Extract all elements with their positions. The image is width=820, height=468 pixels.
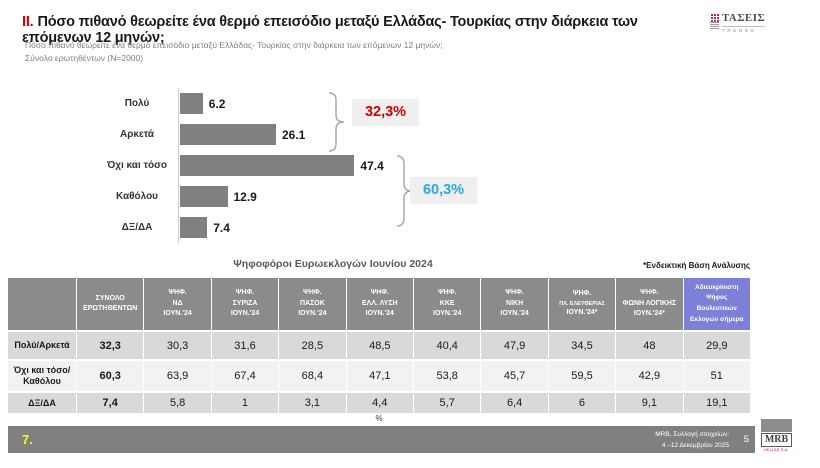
chart-bar <box>180 124 276 145</box>
results-table: ΣΥΝΟΛΟ ΕΡΩΤΗΘΕΝΤΩΝ ΨΗΦ. ΝΔ ΙΟΥΝ.'24 ΨΗΦ. ΣΥΡΙΖ… <box>8 278 750 413</box>
table-cell: 40,4 <box>414 332 481 359</box>
table-cell: 19,1 <box>683 393 750 413</box>
table-header-cell: ΣΥΝΟΛΟ ΕΡΩΤΗΘΕΝΤΩΝ <box>77 278 144 330</box>
page-title: II. Πόσο πιθανό θεωρείτε ένα θερμό επεισό… <box>22 14 702 46</box>
table-header-cell: ΨΗΦ. ΕΛΛ. ΛΥΣΗ ΙΟΥΝ.'24 <box>346 278 413 330</box>
chart-row: Όχι και τόσο 47.4 <box>102 150 482 181</box>
table-cell: 63,9 <box>144 361 211 391</box>
table-row-label: Όχι και τόσο/Καθόλου <box>8 361 76 391</box>
source-note: MRB, Συλλογή στοιχείων: 4 –12 Δεκεμβρίου… <box>655 430 729 451</box>
chart-value-label: 6.2 <box>208 96 226 111</box>
table-cell: 28,5 <box>279 332 346 359</box>
table-cell: 6,4 <box>481 393 548 413</box>
table-header-cell: ΨΗΦ. ΠΑΣΟΚ ΙΟΥΝ.'24 <box>279 278 346 330</box>
bracket-32-group <box>328 92 345 152</box>
table-row-label: ΔΞ/ΔΑ <box>8 393 76 413</box>
table-cell: 34,5 <box>548 332 616 359</box>
chart-value-label: 12.9 <box>233 189 257 204</box>
table-cell: 32,3 <box>77 332 144 359</box>
chart-category-label: Όχι και τόσο <box>106 160 168 171</box>
table-cell: 29,9 <box>683 332 750 359</box>
chart-row: ΔΞ/ΔΑ 7.4 <box>102 212 482 243</box>
chart-value-label: 26.1 <box>282 127 306 142</box>
mrb-logo: MRB HELLAS S.A. <box>761 419 792 452</box>
chart-bar-track: 47.4 <box>178 150 384 181</box>
table-cell: 3,1 <box>279 393 346 413</box>
table-corner-cell <box>8 278 76 330</box>
chart-bar-track: 26.1 <box>178 119 305 150</box>
table-cell: 5,8 <box>144 393 211 413</box>
table-cell: 48 <box>616 332 683 359</box>
source-line-2: 4 –12 Δεκεμβρίου 2025 <box>661 441 729 449</box>
chart-value-label: 47.4 <box>360 158 384 173</box>
chart-category-label: Πολύ <box>124 98 150 109</box>
table-cell: 47,1 <box>346 361 413 391</box>
chart-bar-track: 12.9 <box>178 181 257 212</box>
chart-bar-track: 6.2 <box>178 88 225 119</box>
table-header-cell: ΨΗΦ. ΚΚΕ ΙΟΥΝ.'24 <box>414 278 481 330</box>
mrb-logo-block <box>761 419 792 432</box>
chart-category-label: Καθόλου <box>115 191 159 202</box>
page-number: 5 <box>743 434 749 445</box>
taseis-logo-subtitle: TRENDS <box>722 26 766 33</box>
table-cell: 4,4 <box>346 393 413 413</box>
table-header-cell: ΨΗΦ. ΦΩΝΗ ΛΟΓΙΚΗΣ ΙΟΥΝ.'24* <box>616 278 683 330</box>
table-header-cell: ΨΗΦ. ΝΔ ΙΟΥΝ.'24 <box>144 278 211 330</box>
summary-value-unlikely: 60,3% <box>410 177 477 204</box>
table-header-cell: ΨΗΦ. ΝΙΚΗ ΙΟΥΝ.'24 <box>481 278 548 330</box>
question-title-text: Πόσο πιθανό θεωρείτε ένα θερμό επεισόδιο… <box>22 14 638 46</box>
mrb-logo-text: MRB <box>761 433 792 447</box>
chart-row: Καθόλου 12.9 <box>102 181 482 212</box>
chart-value-label: 7.4 <box>213 220 230 235</box>
sample-base-note: Σύνολο ερωτηθέντων (N=2000) <box>25 53 144 63</box>
table-header-cell: ΨΗΦ. ΠΛ. ΕΛΕΥΘΕΡΙΑΣ ΙΟΥΝ.'24* <box>548 278 616 330</box>
chart-row: Πολύ 6.2 <box>102 88 482 119</box>
chart-bar-track: 7.4 <box>178 212 230 243</box>
table-cell: 53,8 <box>414 361 481 391</box>
chart-row: Αρκετά 26.1 <box>102 119 482 150</box>
source-line-1: MRB, Συλλογή στοιχείων: <box>655 431 729 438</box>
chart-bar <box>180 186 228 207</box>
table-cell: 7,4 <box>77 393 144 413</box>
table-cell: 30,3 <box>144 332 211 359</box>
chart-bar <box>180 93 203 114</box>
table-cell: 68,4 <box>279 361 346 391</box>
taseis-logo: ΤΑΣΕΙΣ TRENDS <box>710 12 766 33</box>
mrb-logo-subtext: HELLAS S.A. <box>764 448 789 452</box>
chart-bar <box>180 155 355 176</box>
table-cell: 48,5 <box>346 332 413 359</box>
question-subtitle: Πόσο πιθανό θεωρείτε ένα θερμό επεισόδιο… <box>25 40 443 50</box>
table-cell: 51 <box>683 361 750 391</box>
table-title: Ψηφοφόροι Ευρωεκλογών Ιουνίου 2024 <box>233 258 433 270</box>
table-cell: 47,9 <box>481 332 548 359</box>
table-cell: 42,9 <box>616 361 683 391</box>
table-cell: 67,4 <box>211 361 279 391</box>
bar-chart: Πολύ 6.2 Αρκετά 26.1 Όχι και τόσο 47.4 Καθόλου… <box>102 88 482 243</box>
percent-axis-label: % <box>375 414 383 423</box>
taseis-logo-name: ΤΑΣΕΙΣ <box>722 12 766 24</box>
table-cell: 5,7 <box>414 393 481 413</box>
summary-value-likely: 32,3% <box>352 99 419 126</box>
slide-number: 7. <box>22 432 33 447</box>
table-cell: 60,3 <box>77 361 144 391</box>
table-header-cell: Αδιευκρίνιστη Ψήφος Βουλευτικών Εκλογών σήμ… <box>683 278 750 330</box>
table-cell: 31,6 <box>211 332 279 359</box>
analysis-base-note: *Ενδεικτική Βάση Ανάλυσης <box>643 261 750 270</box>
chart-category-label: Αρκετά <box>119 129 155 140</box>
table-cell: 6 <box>548 393 616 413</box>
table-cell: 1 <box>211 393 279 413</box>
chart-bar <box>180 217 208 238</box>
table-cell: 9,1 <box>616 393 683 413</box>
table-cell: 59,5 <box>548 361 616 391</box>
table-header-cell: ΨΗΦ. ΣΥΡΙΖΑ ΙΟΥΝ.'24 <box>211 278 279 330</box>
taseis-logo-icon <box>710 13 719 30</box>
chart-category-label: ΔΞ/ΔΑ <box>121 222 153 233</box>
question-number: II. <box>22 14 34 30</box>
table-cell: 45,7 <box>481 361 548 391</box>
footer-bar: 7. MRB, Συλλογή στοιχείων: 4 –12 Δεκεμβρ… <box>8 426 755 453</box>
table-row-label: Πολύ/Αρκετά <box>8 332 76 359</box>
